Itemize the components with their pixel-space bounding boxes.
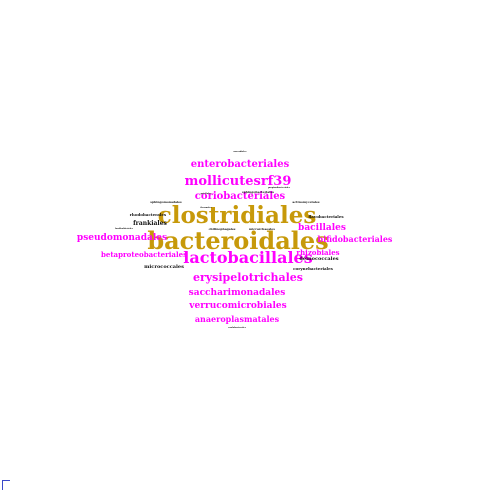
word-mollicutesrf39: mollicutesrf39	[184, 174, 292, 189]
word-nocardiales: nocardiales	[233, 151, 247, 153]
word-micrarchaeales: micrarchaeales	[249, 227, 275, 231]
word-propionibacteriales: propionibacteriales	[268, 187, 290, 189]
word-flavobacteriales: flavobacteriales	[308, 214, 344, 219]
word-deinococcales: deinococcales	[299, 256, 339, 262]
word-corynebacteriales: corynebacteriales	[293, 266, 333, 271]
word-betaproteobacteriales: betaproteobacteriales	[100, 250, 188, 259]
word-frankiales: frankiales	[133, 220, 167, 227]
word-coriobacteriales: coriobacteriales	[194, 191, 286, 202]
word-verrucomicrobiales: verrucomicrobiales	[189, 301, 287, 311]
word-saccharimonadales: saccharimonadales	[188, 288, 286, 298]
word-erysipelotrichales: erysipelotrichales	[192, 271, 304, 284]
corner-bracket-mark	[2, 480, 10, 490]
word-actinomycetales: actinomycetales	[292, 200, 320, 204]
word-burkholderiales: burkholderiales	[115, 228, 133, 230]
word-caulobacterales: caulobacterales	[228, 327, 246, 329]
word-enterobacteriales: enterobacteriales	[190, 159, 290, 170]
word-anaeroplasmatales: anaeroplasmatales	[194, 314, 280, 324]
word-clostridiales: clostridiales	[157, 202, 317, 229]
word-sphingobacteriales: sphingobacteriales	[242, 190, 274, 194]
word-thermales: thermales	[200, 207, 212, 209]
word-micrococcales: micrococcales	[144, 264, 184, 270]
word-sphingomonadales: sphingomonadales	[150, 200, 182, 204]
word-gaiellales: gaiellales	[200, 193, 212, 195]
word-lactobacillales: lactobacillales	[183, 248, 313, 267]
word-rhizobiales: rhizobiales	[296, 248, 340, 257]
word-bifidobacteriales: bifidobacteriales	[317, 234, 393, 244]
word-chitinophagales: chitinophagales	[208, 227, 236, 231]
word-pseudomonadales: pseudomonadales	[76, 233, 168, 243]
word-rhodobacterales: rhodobacterales	[129, 212, 167, 217]
word-bacillales: bacillales	[298, 223, 346, 233]
word-bacteroidales: bacteroidales	[147, 226, 329, 255]
